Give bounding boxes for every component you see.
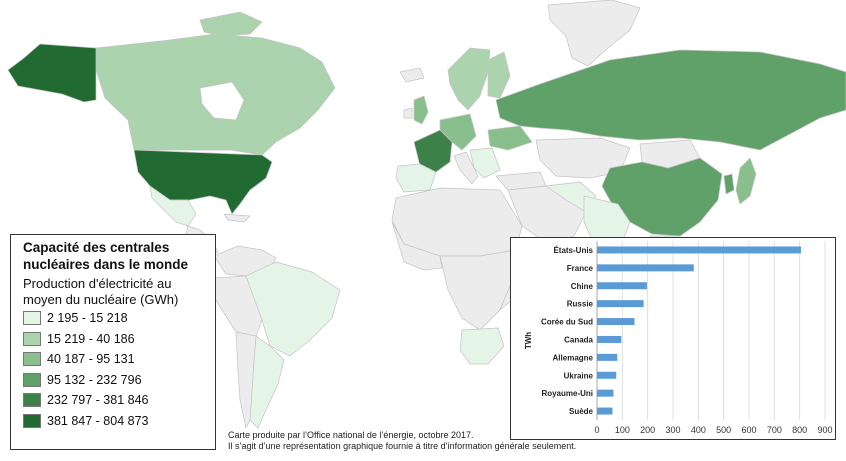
x-tick-label: 0	[594, 425, 599, 435]
bar	[597, 371, 617, 379]
category-label: Suède	[569, 407, 594, 416]
legend-label: 95 132 - 232 796	[47, 372, 142, 387]
country-ireland	[403, 107, 413, 119]
country-scandinavia	[447, 47, 491, 111]
country-hudson-bay	[199, 81, 245, 121]
category-label: Russie	[567, 300, 594, 309]
country-ukraine	[487, 125, 533, 151]
legend-label: 232 797 - 381 846	[47, 393, 149, 408]
country-north-africa	[391, 187, 523, 257]
country-chile	[235, 331, 257, 430]
country-cuba	[223, 213, 251, 223]
country-iceland	[399, 67, 425, 83]
legend-swatch	[23, 393, 41, 408]
category-label: États-Unis	[553, 246, 593, 255]
legend-class-3: 40 187 - 95 131	[23, 349, 208, 370]
x-tick-label: 900	[817, 425, 832, 435]
bar	[597, 300, 644, 308]
legend-class-6: 381 847 - 804 873	[23, 411, 208, 432]
category-label: Ukraine	[564, 371, 594, 380]
category-label: Chine	[571, 282, 594, 291]
x-tick-label: 400	[691, 425, 706, 435]
country-balkans	[469, 147, 501, 179]
legend-swatch	[23, 372, 41, 387]
map-credit: Carte produite par l’Office national de …	[228, 430, 576, 452]
x-tick-label: 200	[640, 425, 655, 435]
category-label: Corée du Sud	[541, 318, 593, 327]
bar	[597, 389, 614, 397]
country-greenland	[547, 0, 641, 67]
legend-swatch	[23, 413, 41, 428]
legend-class-4: 95 132 - 232 796	[23, 370, 208, 391]
credit-line-1: Carte produite par l’Office national de …	[228, 430, 474, 440]
country-finland	[487, 51, 511, 99]
x-tick-label: 600	[741, 425, 756, 435]
bar	[597, 318, 635, 326]
category-label: France	[567, 264, 594, 273]
legend-swatch	[23, 331, 41, 346]
legend-swatch	[23, 352, 41, 367]
country-uk	[413, 95, 429, 125]
bar-chart-inset: 0 100 200 300 400 500 600 700 800 900 États-Unis Fr…	[510, 237, 836, 440]
x-tick-label: 300	[665, 425, 680, 435]
bar	[597, 335, 622, 343]
x-tick-label: 100	[615, 425, 630, 435]
bar	[597, 407, 613, 415]
country-canada-islands	[199, 11, 263, 37]
legend-label: 15 219 - 40 186	[47, 331, 135, 346]
country-italy	[453, 151, 479, 185]
category-label: Canada	[564, 335, 593, 344]
legend-class-1: 2 195 - 15 218	[23, 308, 208, 329]
legend-label: 2 195 - 15 218	[47, 311, 128, 326]
country-west-africa	[391, 221, 443, 271]
country-russia	[495, 49, 846, 151]
legend-subtitle: Production d'électricité au moyen du nuc…	[23, 276, 179, 307]
x-tick-label: 500	[716, 425, 731, 435]
category-label: Royaume-Uni	[541, 389, 593, 398]
legend-class-5: 232 797 - 381 846	[23, 390, 208, 411]
credit-line-2: Il s’agit d’une représentation graphique…	[228, 441, 577, 451]
country-kazakhstan-central-asia	[535, 137, 631, 179]
legend-label: 381 847 - 804 873	[47, 413, 149, 428]
x-tick-label: 700	[767, 425, 782, 435]
legend-swatch	[23, 311, 41, 326]
bar-chart: 0 100 200 300 400 500 600 700 800 900 États-Unis Fr…	[524, 241, 833, 435]
legend-label: 40 187 - 95 131	[47, 352, 135, 367]
map-legend: Capacité des centrales nucléaires dans l…	[10, 234, 216, 450]
country-south-africa	[459, 327, 505, 365]
legend-title: Capacité des centrales nucléaires dans l…	[23, 240, 189, 272]
country-japan	[735, 157, 757, 205]
country-korea	[723, 173, 735, 195]
y-axis-label: TWh	[524, 332, 533, 349]
category-label: Allemagne	[553, 353, 594, 362]
country-alaska	[7, 43, 97, 103]
country-germany-central	[439, 113, 477, 151]
x-tick-label: 800	[792, 425, 807, 435]
bar	[597, 264, 694, 272]
bar	[597, 282, 647, 290]
bar	[597, 246, 801, 254]
bar	[597, 353, 618, 361]
legend-class-2: 15 219 - 40 186	[23, 329, 208, 350]
